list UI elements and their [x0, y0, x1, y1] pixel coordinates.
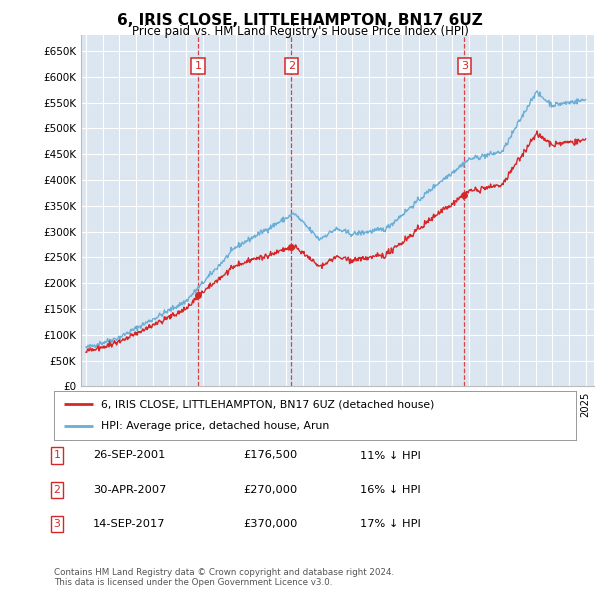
Text: Price paid vs. HM Land Registry's House Price Index (HPI): Price paid vs. HM Land Registry's House … [131, 25, 469, 38]
Text: 16% ↓ HPI: 16% ↓ HPI [360, 485, 421, 494]
Text: 6, IRIS CLOSE, LITTLEHAMPTON, BN17 6UZ (detached house): 6, IRIS CLOSE, LITTLEHAMPTON, BN17 6UZ (… [101, 399, 434, 409]
Text: 6, IRIS CLOSE, LITTLEHAMPTON, BN17 6UZ: 6, IRIS CLOSE, LITTLEHAMPTON, BN17 6UZ [117, 13, 483, 28]
Text: 11% ↓ HPI: 11% ↓ HPI [360, 451, 421, 460]
Text: 2: 2 [53, 485, 61, 494]
Text: Contains HM Land Registry data © Crown copyright and database right 2024.
This d: Contains HM Land Registry data © Crown c… [54, 568, 394, 587]
Text: 30-APR-2007: 30-APR-2007 [93, 485, 166, 494]
Text: 26-SEP-2001: 26-SEP-2001 [93, 451, 166, 460]
Text: 1: 1 [53, 451, 61, 460]
Text: 1: 1 [194, 61, 202, 71]
Text: HPI: Average price, detached house, Arun: HPI: Average price, detached house, Arun [101, 421, 329, 431]
Text: 14-SEP-2017: 14-SEP-2017 [93, 519, 166, 529]
Text: 2: 2 [288, 61, 295, 71]
Text: £270,000: £270,000 [243, 485, 297, 494]
Text: £176,500: £176,500 [243, 451, 297, 460]
Text: 17% ↓ HPI: 17% ↓ HPI [360, 519, 421, 529]
Text: 3: 3 [53, 519, 61, 529]
Text: £370,000: £370,000 [243, 519, 298, 529]
Text: 3: 3 [461, 61, 468, 71]
